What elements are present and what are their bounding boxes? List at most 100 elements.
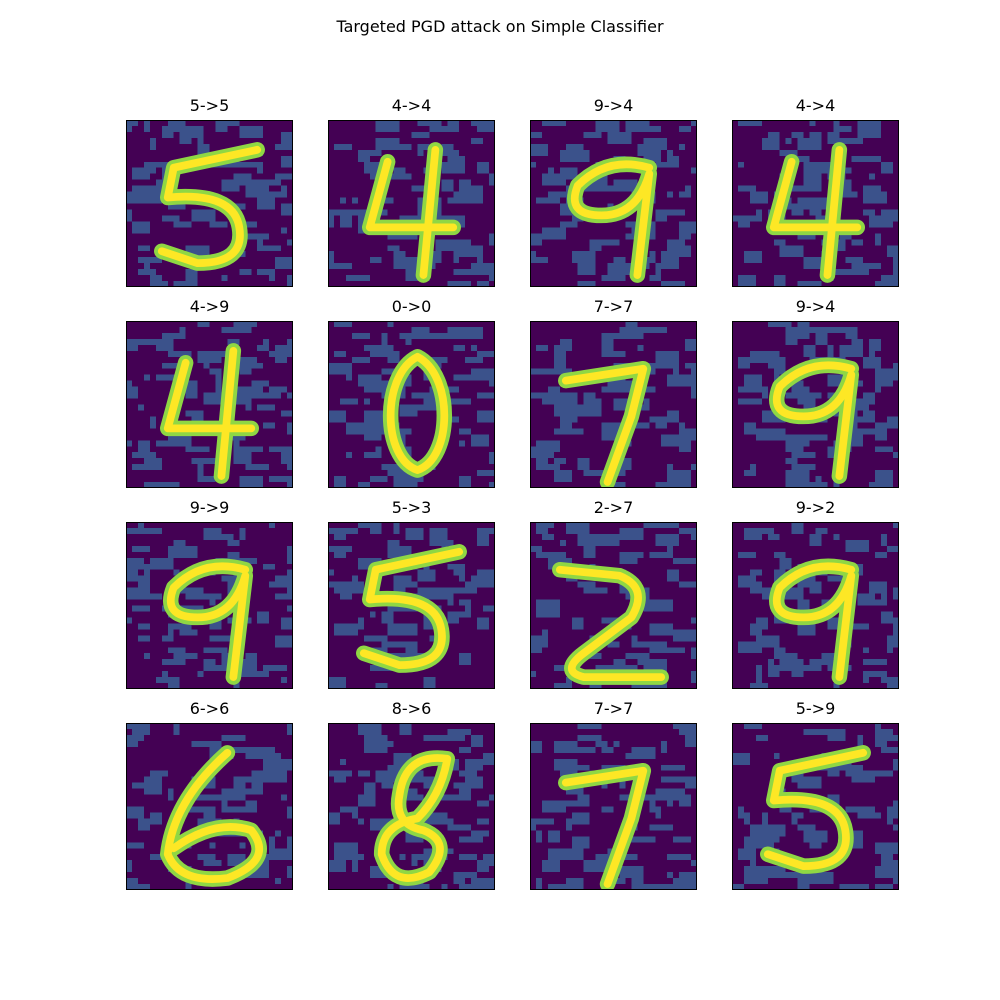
noise-block xyxy=(453,587,466,594)
digit-stroke-inner xyxy=(166,562,250,681)
noise-block xyxy=(661,764,680,771)
noise-block xyxy=(851,776,864,783)
noise-block xyxy=(761,386,768,399)
noise-block xyxy=(227,539,240,546)
noise-block xyxy=(263,563,276,570)
noise-block xyxy=(851,884,870,890)
noise-block xyxy=(489,794,495,801)
noise-block xyxy=(679,470,692,483)
noise-block xyxy=(477,368,495,381)
noise-block xyxy=(143,458,162,471)
noise-block xyxy=(137,527,162,534)
noise-block xyxy=(583,581,596,594)
noise-block xyxy=(149,185,168,198)
noise-block xyxy=(732,884,744,890)
noise-block xyxy=(601,275,626,282)
noise-block xyxy=(595,665,608,672)
noise-block xyxy=(797,599,810,612)
noise-block xyxy=(553,428,578,435)
noise-block xyxy=(839,344,864,357)
noise-block xyxy=(791,464,816,471)
noise-block xyxy=(541,227,566,240)
noise-block xyxy=(649,683,668,689)
noise-block xyxy=(281,185,288,198)
panel: 6->6 xyxy=(126,699,293,890)
noise-block xyxy=(577,281,596,287)
digit-stroke-inner xyxy=(772,562,856,681)
noise-block xyxy=(131,338,156,345)
noise-block xyxy=(881,482,894,488)
noise-block xyxy=(269,581,276,588)
noise-block xyxy=(287,605,293,612)
noise-block xyxy=(477,161,490,174)
noise-block xyxy=(749,464,756,471)
noise-block xyxy=(257,404,276,411)
noise-block xyxy=(637,884,644,890)
noise-block xyxy=(459,611,472,618)
noise-block xyxy=(755,734,768,741)
noise-block xyxy=(691,120,697,126)
noise-block xyxy=(851,623,870,630)
digit-glyph xyxy=(361,142,462,283)
noise-block xyxy=(673,723,680,729)
noise-block xyxy=(477,860,490,873)
noise-block xyxy=(328,527,352,534)
noise-block xyxy=(743,836,768,849)
noise-block xyxy=(287,551,293,564)
noise-block xyxy=(863,185,882,198)
noise-block xyxy=(583,131,602,138)
noise-block xyxy=(743,374,762,387)
noise-block xyxy=(447,611,460,624)
noise-block xyxy=(625,233,632,240)
noise-block xyxy=(167,788,174,801)
noise-block xyxy=(691,362,697,375)
noise-block xyxy=(737,185,756,192)
noise-block xyxy=(583,470,608,477)
noise-block xyxy=(530,251,536,264)
noise-block xyxy=(357,818,364,825)
noise-block xyxy=(541,143,548,156)
panel-frame xyxy=(530,723,697,890)
noise-block xyxy=(233,776,246,789)
noise-block xyxy=(185,386,198,399)
noise-block xyxy=(137,723,150,735)
noise-block xyxy=(363,149,382,156)
noise-block xyxy=(328,215,334,228)
noise-block xyxy=(875,723,882,735)
noise-block xyxy=(185,281,198,287)
noise-block xyxy=(785,434,810,441)
noise-block xyxy=(381,641,406,648)
noise-block xyxy=(185,446,210,453)
noise-block xyxy=(423,677,436,689)
noise-block xyxy=(221,734,246,741)
noise-block xyxy=(387,764,412,771)
noise-block xyxy=(173,723,180,735)
noise-block xyxy=(875,428,888,441)
noise-block xyxy=(399,723,412,735)
noise-block xyxy=(755,824,768,831)
noise-block xyxy=(655,533,680,546)
noise-block xyxy=(477,410,495,423)
noise-block xyxy=(577,794,590,807)
noise-block xyxy=(893,629,899,636)
noise-block xyxy=(275,350,288,363)
noise-block xyxy=(749,824,768,837)
noise-block xyxy=(363,557,382,564)
noise-block xyxy=(869,173,876,180)
noise-block xyxy=(453,563,466,576)
noise-block xyxy=(577,533,602,546)
noise-block xyxy=(547,464,560,471)
noise-block xyxy=(767,671,780,678)
panel: 9->2 xyxy=(732,498,899,689)
noise-block xyxy=(791,770,804,783)
noise-block xyxy=(743,872,750,885)
noise-block xyxy=(655,416,668,429)
noise-block xyxy=(245,464,270,471)
noise-block xyxy=(126,806,144,819)
noise-block xyxy=(275,173,293,180)
noise-block xyxy=(269,350,276,357)
noise-block xyxy=(387,623,412,636)
noise-block xyxy=(530,671,536,678)
noise-block xyxy=(875,422,888,435)
noise-block xyxy=(477,800,490,807)
